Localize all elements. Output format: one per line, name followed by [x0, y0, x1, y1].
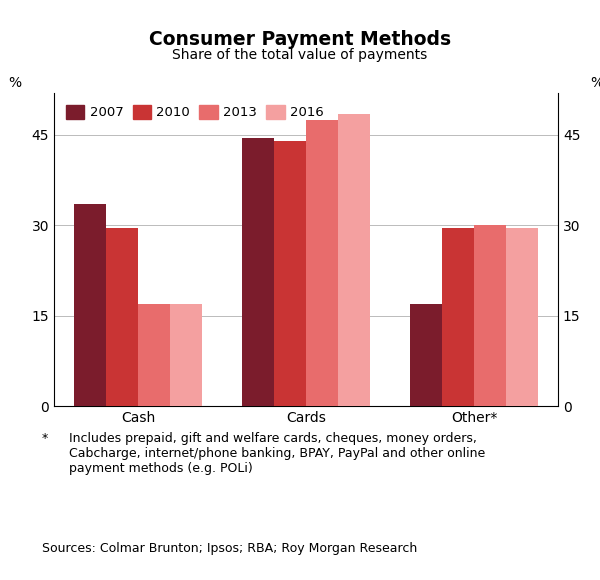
- Bar: [139, 303, 170, 406]
- Text: Share of the total value of payments: Share of the total value of payments: [172, 48, 428, 62]
- Text: Sources: Colmar Brunton; Ipsos; RBA; Roy Morgan Research: Sources: Colmar Brunton; Ipsos; RBA; Roy…: [42, 542, 417, 555]
- Text: %: %: [590, 75, 600, 90]
- Bar: [74, 204, 106, 406]
- Bar: [338, 114, 370, 406]
- Bar: [442, 229, 473, 406]
- Text: Includes prepaid, gift and welfare cards, cheques, money orders,
Cabcharge, inte: Includes prepaid, gift and welfare cards…: [69, 432, 485, 475]
- Legend: 2007, 2010, 2013, 2016: 2007, 2010, 2013, 2016: [61, 99, 329, 125]
- Bar: [475, 225, 506, 406]
- Bar: [274, 141, 305, 406]
- Text: Consumer Payment Methods: Consumer Payment Methods: [149, 30, 451, 49]
- Bar: [242, 138, 274, 406]
- Bar: [307, 120, 338, 406]
- Bar: [106, 229, 137, 406]
- Bar: [506, 229, 538, 406]
- Text: %: %: [8, 75, 22, 90]
- Bar: [410, 303, 442, 406]
- Text: *: *: [42, 432, 48, 445]
- Bar: [170, 303, 202, 406]
